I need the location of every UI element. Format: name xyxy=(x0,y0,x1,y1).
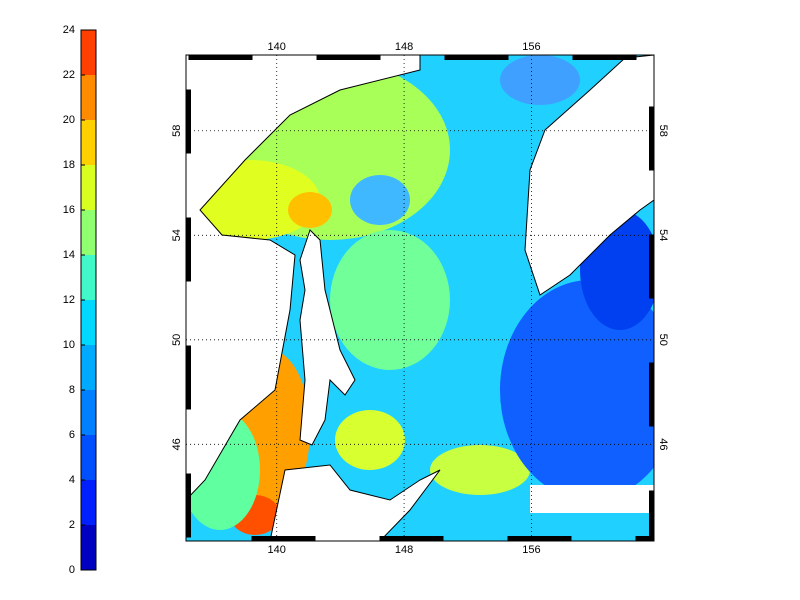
colorbar-band xyxy=(81,390,96,435)
colorbar-tick-label: 24 xyxy=(63,24,75,36)
map-field xyxy=(186,55,654,541)
land xyxy=(299,229,356,446)
colorbar-tick-label: 8 xyxy=(69,384,75,396)
lon-label-bottom: 156 xyxy=(522,544,540,556)
lat-label-right: 46 xyxy=(657,438,669,450)
lon-label-top: 148 xyxy=(395,41,413,53)
lat-label-left: 58 xyxy=(171,125,183,137)
field-patch xyxy=(430,445,530,495)
field-patch xyxy=(500,280,654,500)
field-patch xyxy=(330,230,450,370)
colorbar-tick-label: 12 xyxy=(63,294,75,306)
colorbar-band xyxy=(81,480,96,525)
colorbar-band xyxy=(81,300,96,345)
land xyxy=(269,464,441,541)
colorbar-band xyxy=(81,525,96,570)
field-patch xyxy=(335,410,405,470)
field-patch xyxy=(288,192,332,228)
colorbar-tick-label: 2 xyxy=(69,519,75,531)
lon-label-bottom: 140 xyxy=(268,544,286,556)
colorbar-tick-label: 10 xyxy=(63,339,75,351)
colorbar-band xyxy=(81,75,96,120)
colorbar-band xyxy=(81,435,96,480)
graticule: 140 140 148 148 156 156 46 46 50 50 54 54 58 58 xyxy=(171,41,669,556)
colorbar-tick-label: 22 xyxy=(63,69,75,81)
colorbar-band xyxy=(81,120,96,165)
colorbar-tick-label: 20 xyxy=(63,114,75,126)
lat-label-right: 50 xyxy=(657,334,669,346)
field-patch xyxy=(500,55,580,105)
colorbar-tick-label: 16 xyxy=(63,204,75,216)
colorbar-band xyxy=(81,165,96,210)
colorbar-band xyxy=(81,210,96,255)
land xyxy=(524,55,654,296)
colorbar-band xyxy=(81,255,96,300)
lon-label-top: 156 xyxy=(522,41,540,53)
land xyxy=(186,55,421,501)
map-frame-ticks xyxy=(186,55,654,541)
lat-label-left: 54 xyxy=(171,229,183,241)
lon-label-bottom: 148 xyxy=(395,544,413,556)
colorbar-tick-label: 18 xyxy=(63,159,75,171)
field-patch xyxy=(350,175,410,225)
colorbar-band xyxy=(81,30,96,75)
colorbar-tick-label: 4 xyxy=(69,474,75,486)
lat-label-right: 54 xyxy=(657,229,669,241)
lat-label-left: 46 xyxy=(171,438,183,450)
no-data xyxy=(530,485,654,513)
lat-label-right: 58 xyxy=(657,125,669,137)
lon-label-top: 140 xyxy=(268,41,286,53)
lat-label-left: 50 xyxy=(171,334,183,346)
colorbar-tick-label: 14 xyxy=(63,249,75,261)
colorbar-tick-label: 0 xyxy=(69,564,75,576)
colorbar-band xyxy=(81,345,96,390)
colorbar-tick-label: 6 xyxy=(69,429,75,441)
